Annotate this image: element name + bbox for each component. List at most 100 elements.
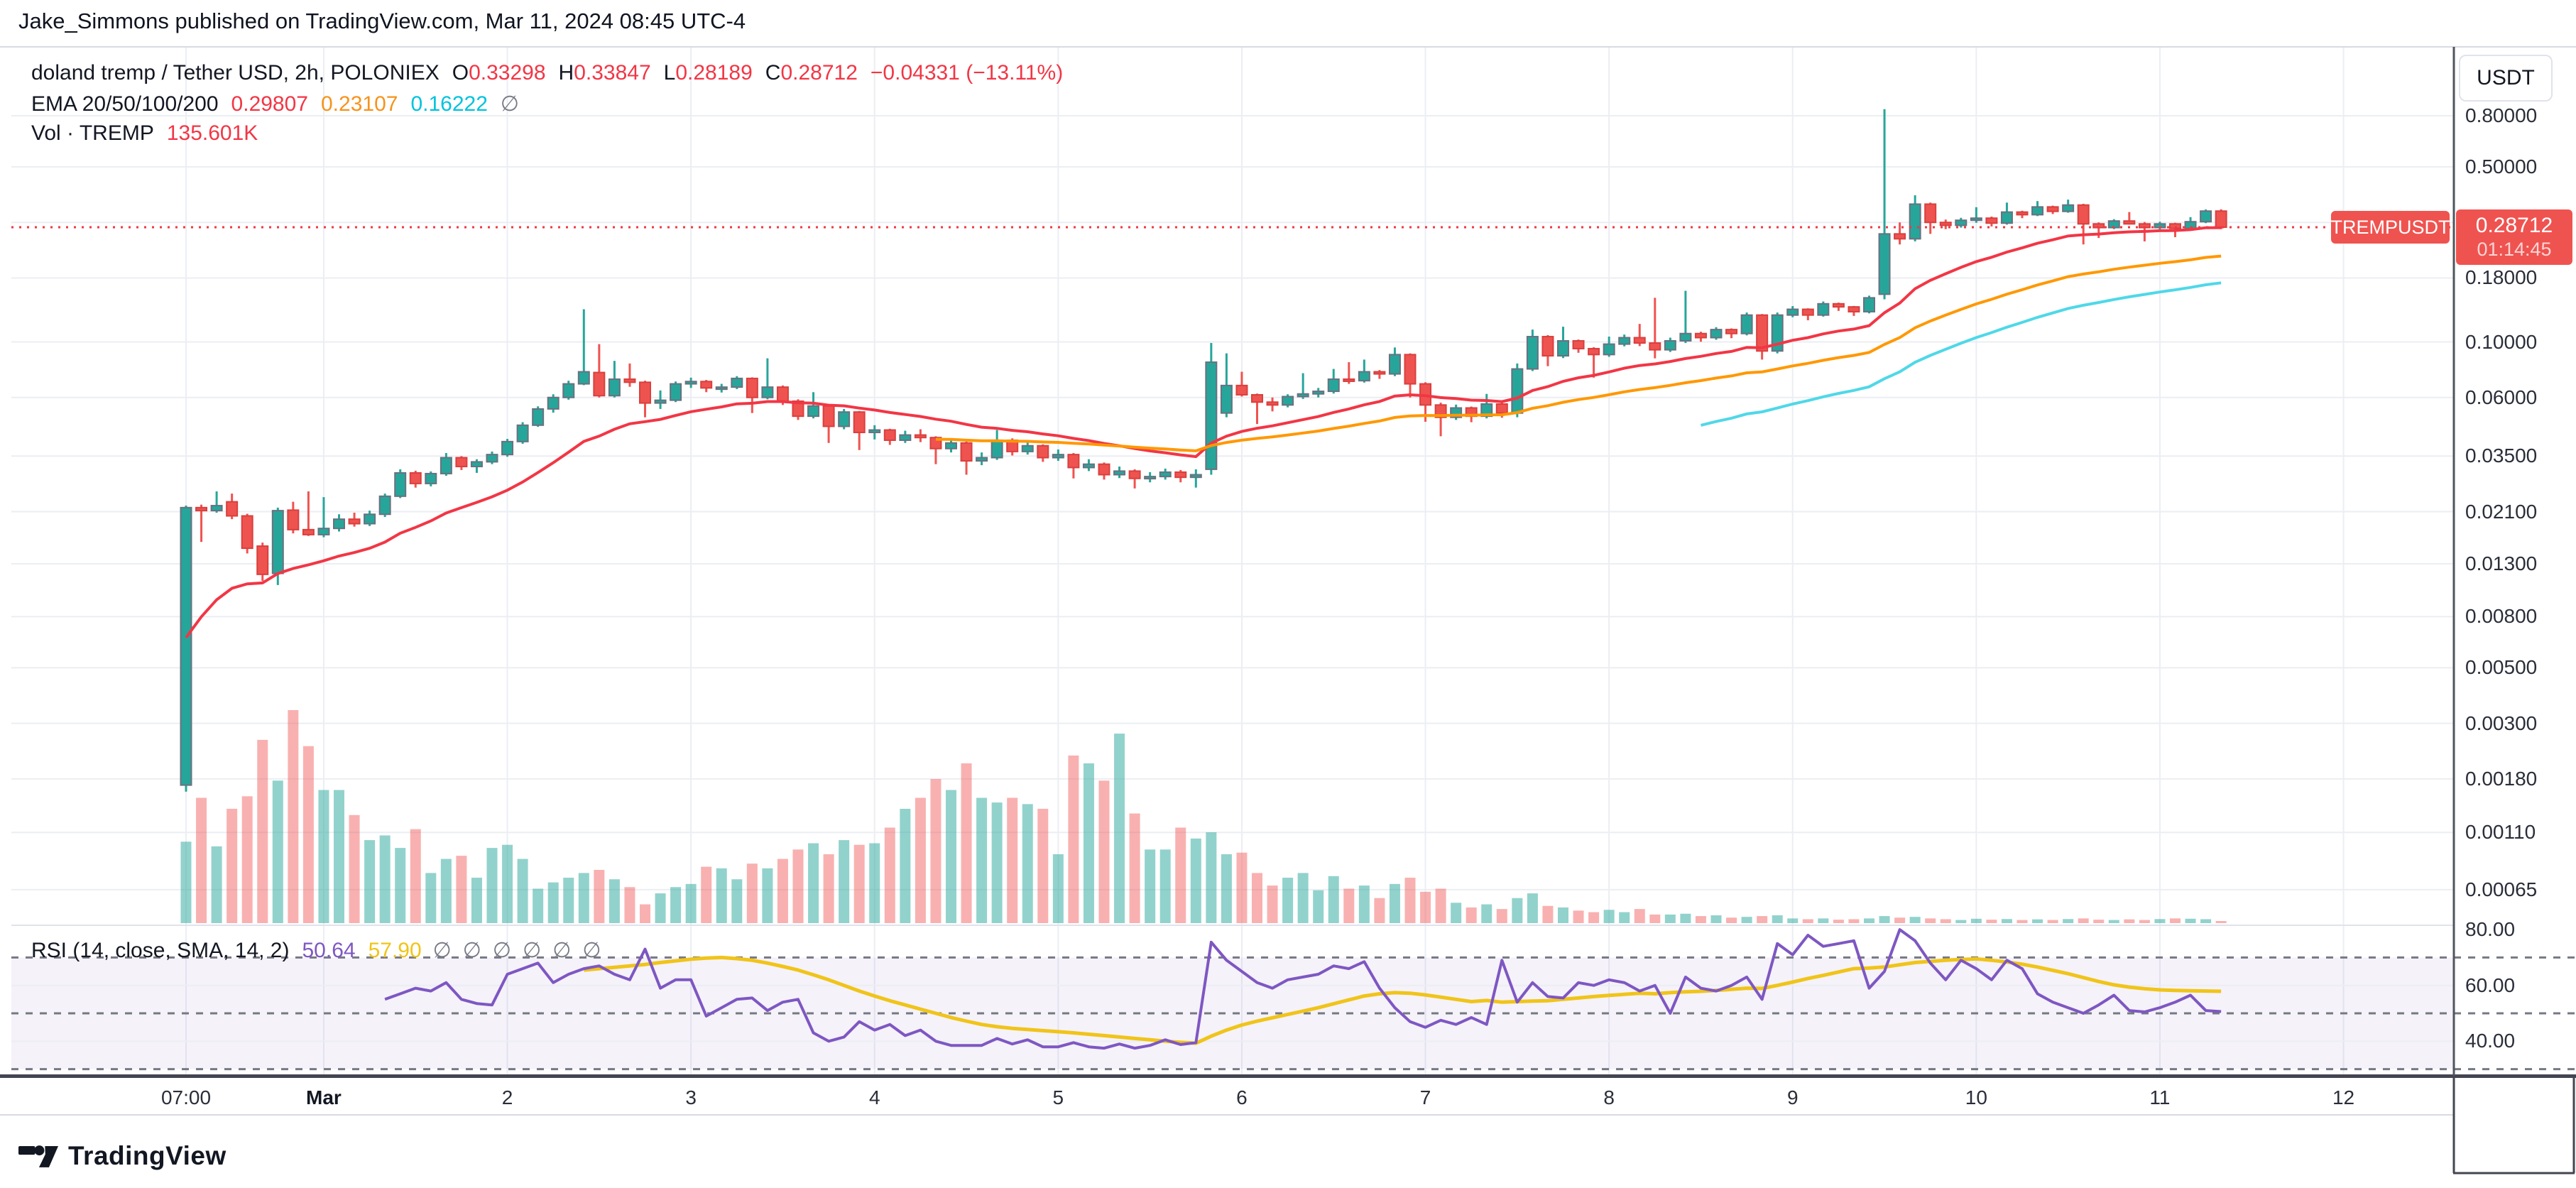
volume-bar <box>1145 849 1156 923</box>
candle-body <box>486 454 498 463</box>
candle-body <box>1633 337 1646 344</box>
volume-bar <box>1052 854 1064 923</box>
volume-bar <box>670 887 682 923</box>
volume-bar <box>1129 813 1140 923</box>
volume-bar <box>640 904 650 923</box>
candle-body <box>807 405 820 418</box>
pane-bottom-separator <box>0 1074 2576 1078</box>
volume-bar <box>1481 904 1492 923</box>
ema-legend-row[interactable]: EMA 20/50/100/200 0.29807 0.23107 0.1622… <box>31 92 519 116</box>
candle-body <box>1985 217 1998 224</box>
volume-bar <box>1864 918 1874 923</box>
price-axis-label: 0.00180 <box>2465 767 2538 790</box>
volume-bar <box>379 835 391 923</box>
candle-body <box>1603 343 1615 356</box>
volume-bar <box>1772 915 1783 923</box>
volume-bar <box>1037 808 1049 923</box>
ema200-empty-icon: ∅ <box>500 92 520 116</box>
candle-body <box>1297 393 1309 398</box>
candle-body <box>868 429 881 434</box>
volume-bar <box>655 893 666 923</box>
volume-bar <box>869 843 880 923</box>
volume-bar <box>884 827 895 923</box>
rsi-empty-icon: ∅ <box>582 939 601 962</box>
volume-bar <box>1358 885 1370 923</box>
volume-bar <box>456 856 467 923</box>
price-axis-label: 0.00800 <box>2465 605 2538 628</box>
volume-bar <box>1680 913 1691 923</box>
ema-label: EMA 20/50/100/200 <box>31 92 219 116</box>
low-label: L <box>663 61 676 85</box>
candle-body <box>1848 306 1860 312</box>
ema20-value: 0.29807 <box>231 92 308 116</box>
candle-body <box>1144 476 1157 480</box>
time-axis-label: 11 <box>2149 1086 2171 1108</box>
rsi-legend-row[interactable]: RSI (14, close, SMA, 14, 2) 50.64 57.90 … <box>31 938 601 963</box>
volume-bar <box>701 866 712 923</box>
high-label: H <box>558 61 574 85</box>
volume-bar <box>685 883 697 923</box>
candle-body <box>670 383 682 401</box>
close-label: C <box>765 61 781 85</box>
candle-body <box>853 411 866 434</box>
candle-body <box>1771 314 1784 352</box>
candle-body <box>976 457 988 462</box>
volume-bar <box>1527 893 1538 923</box>
price-axis-label: 0.00300 <box>2465 712 2538 734</box>
volume-bar <box>716 868 727 923</box>
ema20-line <box>185 226 2222 639</box>
volume-bar <box>808 843 819 923</box>
volume-bar <box>410 829 421 923</box>
symbol-legend-row[interactable]: doland tremp / Tether USD, 2h, POLONIEX … <box>31 61 1063 85</box>
candle-body <box>883 429 896 441</box>
ema100-line <box>1700 281 2222 427</box>
last-price-value: 0.28712 <box>2475 214 2553 237</box>
candle-body <box>1174 471 1187 479</box>
currency-toggle-button[interactable]: USDT <box>2459 55 2553 102</box>
candle-body <box>2000 211 2013 224</box>
candle-body <box>1756 314 1769 352</box>
candle-body <box>593 371 606 397</box>
ema50-value: 0.23107 <box>321 92 398 116</box>
candle-body <box>1801 308 1814 316</box>
volume-bar <box>318 790 329 923</box>
candle-body <box>945 442 957 449</box>
candle-body <box>1878 233 1891 295</box>
volume-bar <box>395 848 406 923</box>
candle-body <box>1282 396 1294 406</box>
volume-bar <box>2185 918 2196 923</box>
ema100-value: 0.16222 <box>410 92 488 116</box>
candle-body <box>623 378 636 383</box>
rsi-line <box>384 928 2222 1050</box>
candle-body <box>822 405 835 427</box>
volume-bar <box>1603 910 1615 923</box>
volume-bar <box>1879 916 1890 923</box>
candle-body <box>1832 303 1845 308</box>
candle-body <box>180 506 192 786</box>
time-axis-label: 4 <box>868 1086 880 1108</box>
volume-bar <box>961 763 972 923</box>
candle-body <box>1052 454 1064 459</box>
candle-body <box>1189 474 1202 479</box>
volume-bar <box>2154 919 2166 923</box>
candle-body <box>1312 391 1325 395</box>
candle-body <box>2077 204 2090 225</box>
candle-body <box>1098 463 1110 476</box>
volume-bar <box>517 859 528 923</box>
candle-body <box>1037 445 1049 459</box>
rsi-empty-icon: ∅ <box>462 939 481 962</box>
volume-bar <box>624 887 635 923</box>
candle-body <box>1557 339 1569 357</box>
volume-bar <box>1619 912 1630 923</box>
volume-bar <box>1940 919 1951 923</box>
rsi-empty-icon: ∅ <box>432 939 452 962</box>
candle-body <box>302 528 315 535</box>
price-axis-label: 0.01300 <box>2465 552 2538 574</box>
candle-body <box>1740 314 1753 334</box>
volume-legend-row[interactable]: Vol · TREMP 135.601K <box>31 121 258 146</box>
volume-bar <box>1282 878 1294 923</box>
tradingview-attribution[interactable]: TradingView <box>18 1140 227 1172</box>
volume-bar <box>746 863 758 923</box>
rsi-axis-label: 60.00 <box>2465 974 2516 996</box>
